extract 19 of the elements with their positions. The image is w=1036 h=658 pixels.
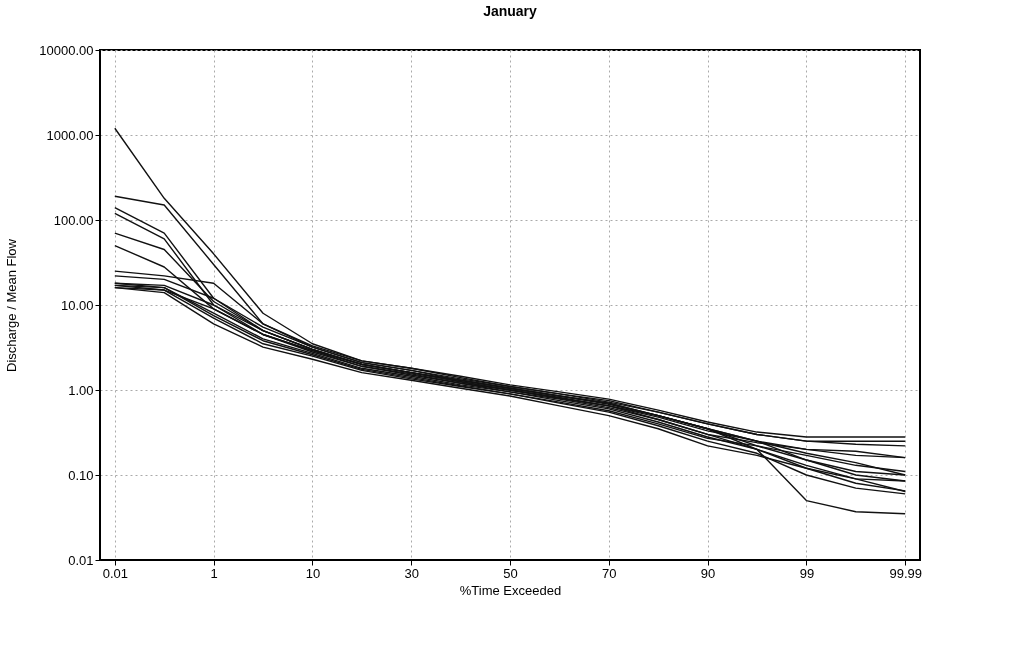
x-tick-label: 30 <box>404 565 419 581</box>
x-tick-label: 50 <box>503 565 518 581</box>
x-tick-label: 1 <box>210 565 218 581</box>
chart-title: January <box>483 3 538 19</box>
x-tick-label: 99 <box>799 565 815 581</box>
x-tick-label: 90 <box>700 565 716 581</box>
x-tick-label: 0.01 <box>102 565 128 581</box>
y-tick-label: 1000.00 <box>46 127 94 143</box>
y-axis-title: Discharge / Mean Flow <box>4 238 20 372</box>
y-tick-label: 0.01 <box>68 552 94 568</box>
x-tick-label: 10 <box>305 565 321 581</box>
x-tick-label: 70 <box>602 565 617 581</box>
y-tick-label: 1.00 <box>68 382 94 398</box>
x-tick-label: 99.99 <box>889 565 922 581</box>
y-tick-label: 0.10 <box>68 467 94 483</box>
x-axis-title: %Time Exceeded <box>459 582 562 598</box>
y-tick-label: 10.00 <box>60 297 94 313</box>
y-tick-label: 100.00 <box>53 212 94 228</box>
y-tick-label: 10000.00 <box>39 42 94 58</box>
